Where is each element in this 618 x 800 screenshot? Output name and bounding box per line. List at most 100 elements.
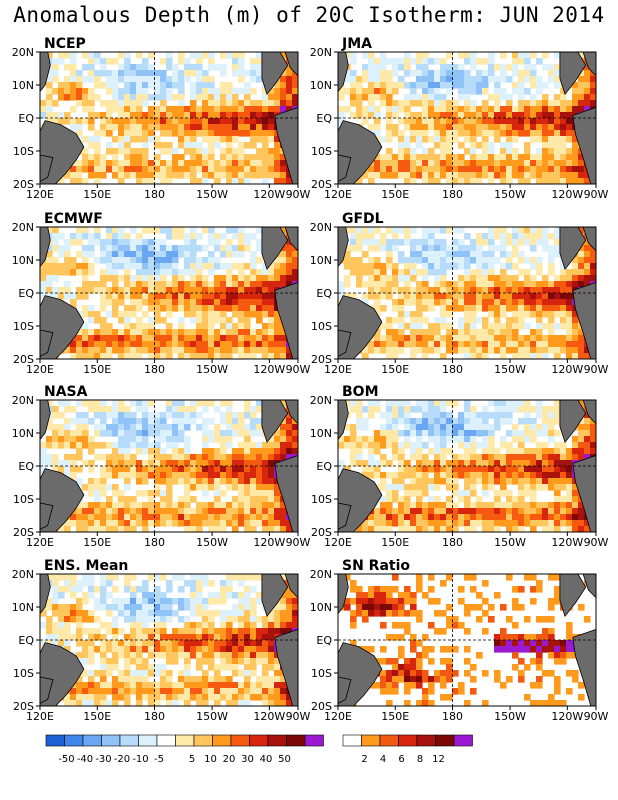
colorbar-swatch	[342, 734, 362, 747]
landmass	[572, 454, 596, 532]
landmass	[559, 52, 587, 96]
colorbar-label: 10	[204, 754, 217, 765]
lon-tick-label: 180	[144, 188, 165, 201]
heatmap-field	[338, 227, 596, 359]
lat-tick-label: 10S	[311, 320, 332, 333]
lat-tick-label: EQ	[18, 112, 34, 125]
colorbar-swatch	[101, 734, 121, 747]
landmass	[572, 628, 596, 706]
lat-tick-label: 10S	[311, 493, 332, 506]
lat-tick-label: 20S	[311, 178, 332, 191]
lat-tick-label: 10S	[311, 667, 332, 680]
heatmap-field	[40, 227, 298, 359]
landmass	[40, 120, 85, 184]
heatmap-field	[338, 52, 596, 184]
lon-tick-label: 180	[442, 188, 463, 201]
main-title: Anomalous Depth (m) of 20C Isotherm: JUN…	[13, 3, 605, 27]
colorbar-label: -40	[77, 754, 93, 765]
lon-tick-label: 120E	[324, 710, 352, 723]
colorbar-swatch	[193, 734, 213, 747]
anomaly-colorbar: -50 -40 -30 -20 -10 -5 5 10 20 30 40 50	[45, 734, 324, 765]
colorbar-swatch	[45, 734, 65, 747]
landmass	[338, 329, 352, 357]
lon-tick-label: 120W	[551, 536, 583, 549]
landmass	[40, 468, 85, 532]
lon-tick-label: 120E	[324, 188, 352, 201]
landmass	[582, 400, 596, 425]
colorbar-label: 2	[361, 754, 367, 765]
landmass	[40, 676, 54, 704]
lon-tick-label: 90W	[584, 536, 609, 549]
landmass	[284, 400, 298, 425]
lon-tick-label: 120W	[551, 710, 583, 723]
landmass	[40, 329, 54, 357]
landmass	[572, 281, 596, 359]
colorbar-swatch	[304, 734, 324, 747]
lon-tick-label: 150E	[381, 710, 409, 723]
lat-tick-label: 10S	[13, 320, 34, 333]
colorbar-swatch	[249, 734, 269, 747]
lat-tick-label: 20N	[310, 568, 332, 581]
colorbar-swatch	[212, 734, 232, 747]
heatmap-field	[40, 574, 298, 706]
colorbar-swatch	[453, 734, 473, 747]
lat-tick-label: EQ	[18, 460, 34, 473]
lon-tick-label: 90W	[286, 536, 311, 549]
colorbar-swatch	[416, 734, 436, 747]
panel-title: NCEP	[44, 36, 86, 52]
lat-tick-label: 20S	[13, 353, 34, 366]
landmass	[559, 400, 587, 444]
colorbar-swatch	[379, 734, 399, 747]
landmass	[582, 52, 596, 77]
lat-tick-label: 10S	[311, 145, 332, 158]
landmass	[40, 52, 51, 93]
colorbar-swatch	[64, 734, 84, 747]
lat-tick-label: EQ	[316, 460, 332, 473]
lon-tick-label: 120W	[253, 188, 285, 201]
landmass	[274, 281, 298, 359]
colorbar-label: 8	[417, 754, 423, 765]
lon-tick-label: 120W	[551, 188, 583, 201]
colorbar-swatch	[435, 734, 455, 747]
lat-tick-label: 20S	[311, 700, 332, 713]
landmass	[338, 642, 383, 706]
colorbar-swatch	[267, 734, 287, 747]
lon-tick-label: 150E	[381, 188, 409, 201]
lat-tick-label: 20S	[311, 526, 332, 539]
colorbar-label: 5	[189, 754, 195, 765]
lat-tick-label: 20N	[12, 221, 34, 234]
landmass	[338, 502, 352, 530]
colorbar-label: -5	[154, 754, 164, 765]
lat-tick-label: 10N	[12, 79, 34, 92]
lat-tick-label: 20N	[12, 568, 34, 581]
lat-tick-label: EQ	[316, 112, 332, 125]
lon-tick-label: 150W	[494, 188, 526, 201]
lat-tick-label: 20S	[13, 526, 34, 539]
lon-tick-label: 120E	[26, 536, 54, 549]
panel-title: ENS. Mean	[44, 558, 128, 574]
lat-tick-label: 20N	[310, 394, 332, 407]
landmass	[40, 295, 85, 359]
lon-tick-label: 120E	[26, 188, 54, 201]
landmass	[40, 400, 51, 441]
lat-tick-label: EQ	[316, 634, 332, 647]
lat-tick-label: 10N	[310, 427, 332, 440]
lon-tick-label: 120E	[26, 363, 54, 376]
heatmap-field	[338, 400, 596, 532]
landmass	[40, 574, 51, 615]
landmass	[261, 52, 289, 96]
lon-tick-label: 150E	[381, 536, 409, 549]
lon-tick-label: 120E	[324, 536, 352, 549]
heatmap-field	[40, 400, 298, 532]
landmass	[40, 502, 54, 530]
lon-tick-label: 120W	[253, 536, 285, 549]
lat-tick-label: 20N	[310, 221, 332, 234]
lon-tick-label: 120E	[324, 363, 352, 376]
lon-tick-label: 150E	[83, 188, 111, 201]
lon-tick-label: 90W	[584, 188, 609, 201]
